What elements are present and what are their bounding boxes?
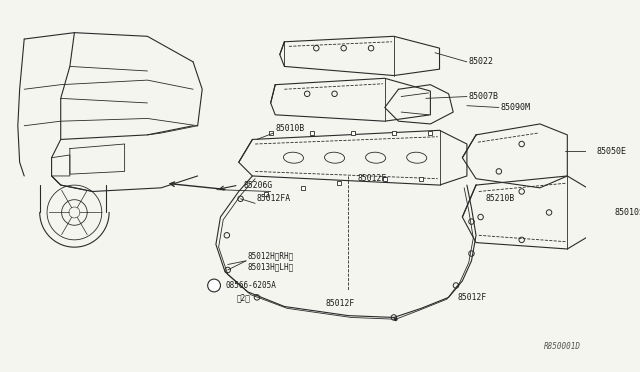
- Text: 85050E: 85050E: [596, 147, 627, 156]
- Text: 08566-6205A: 08566-6205A: [225, 281, 276, 290]
- Text: 85010S: 85010S: [615, 208, 640, 217]
- Text: 85012F: 85012F: [325, 299, 355, 308]
- Circle shape: [394, 318, 397, 321]
- Text: 85210B: 85210B: [485, 194, 515, 203]
- Text: R850001D: R850001D: [544, 342, 581, 351]
- Text: 85012FA: 85012FA: [257, 194, 291, 203]
- Text: 85012H〈RH〉: 85012H〈RH〉: [248, 251, 294, 260]
- Text: 85010B: 85010B: [275, 124, 305, 133]
- Text: 85012F: 85012F: [357, 174, 387, 183]
- Text: 85007B: 85007B: [468, 92, 499, 101]
- Text: 85090M: 85090M: [500, 103, 531, 112]
- Text: 85022: 85022: [468, 57, 493, 66]
- Circle shape: [207, 279, 220, 292]
- Text: S: S: [212, 282, 216, 289]
- Text: 85013H〈LH〉: 85013H〈LH〉: [248, 263, 294, 272]
- Text: 85012F: 85012F: [458, 293, 487, 302]
- Text: 〈2〉: 〈2〉: [237, 293, 251, 302]
- Text: 85206G: 85206G: [243, 180, 273, 190]
